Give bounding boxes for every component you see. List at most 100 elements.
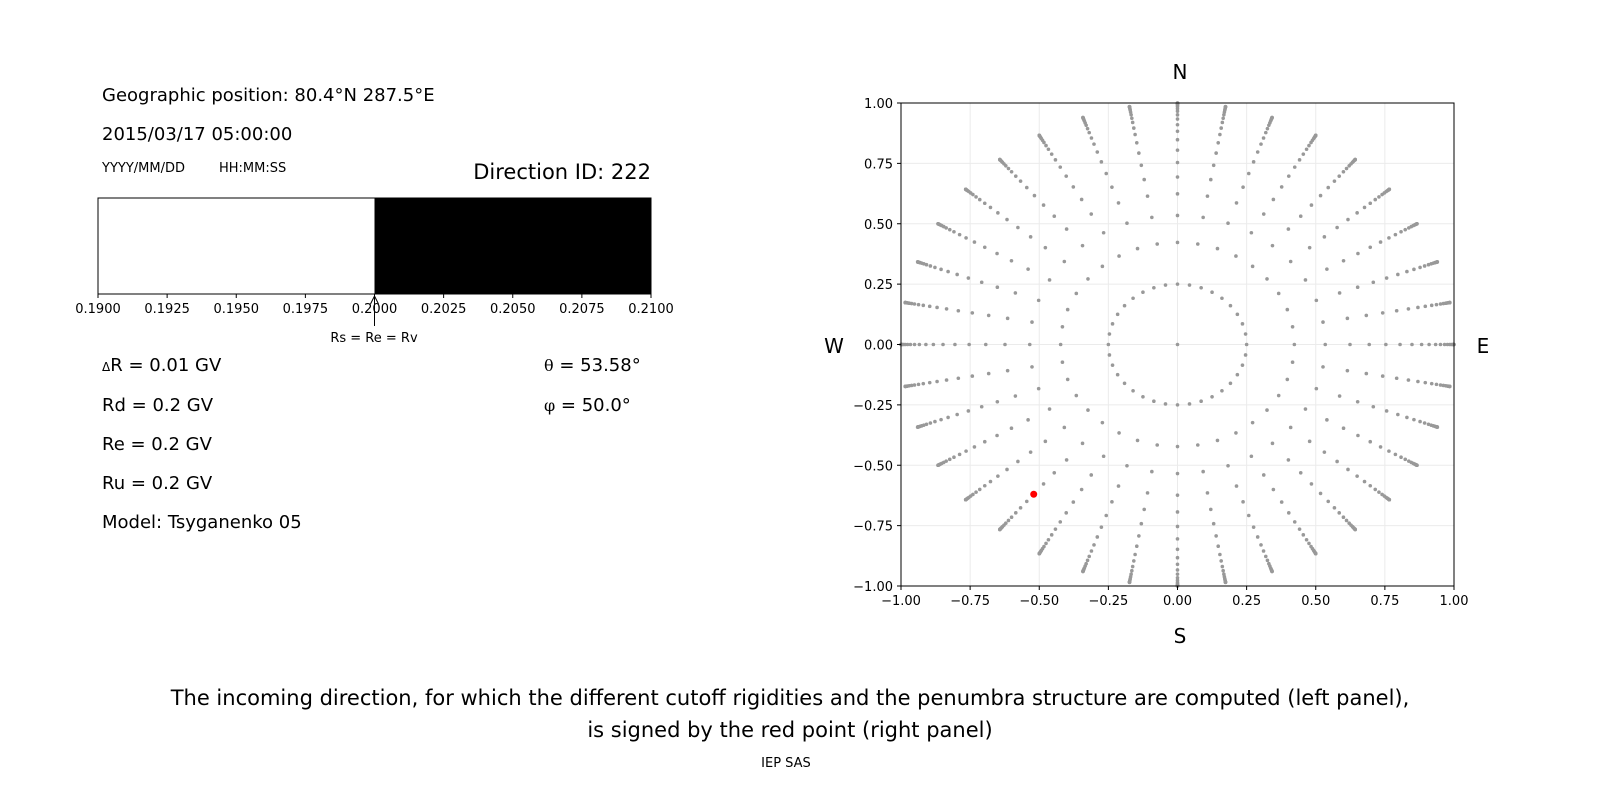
grid-point [1364, 371, 1369, 376]
grid-point [1208, 177, 1213, 182]
grid-point [1223, 580, 1228, 585]
grid-point [939, 417, 943, 422]
grid-point [1127, 580, 1132, 585]
grid-point [986, 313, 991, 318]
grid-point [995, 285, 1000, 290]
grid-point [1373, 487, 1378, 492]
grid-point [967, 342, 971, 347]
grid-point [1259, 543, 1263, 547]
grid-point [1155, 443, 1160, 447]
sky-ytick-label: 1.00 [864, 97, 893, 112]
time-format: HH:MM:SS [219, 161, 287, 176]
grid-point [1107, 353, 1112, 357]
compass-south: S [1174, 624, 1187, 648]
grid-point [1026, 418, 1030, 422]
grid-point [1110, 500, 1114, 504]
grid-point [1044, 143, 1048, 148]
grid-point [1447, 384, 1452, 389]
annotation-arrowhead [370, 294, 379, 305]
grid-point [1175, 403, 1180, 407]
grid-point [1298, 470, 1303, 475]
grid-point [1399, 455, 1403, 460]
grid-point [1134, 141, 1139, 145]
sky-ytick-label: −0.50 [853, 459, 893, 474]
grid-point [1175, 148, 1180, 152]
sky-xtick-label: 0.50 [1301, 594, 1330, 609]
grid-point [939, 267, 943, 272]
footer: IEP SAS [761, 756, 811, 771]
grid-point [936, 221, 940, 226]
grid-point [1427, 342, 1431, 347]
grid-point [1433, 342, 1438, 347]
grid-point [1163, 283, 1168, 287]
grid-point [1290, 324, 1295, 329]
grid-point [1261, 549, 1266, 553]
grid-point [1335, 459, 1339, 464]
grid-point [963, 497, 968, 502]
grid-point [1241, 185, 1245, 189]
grid-point [1313, 551, 1318, 556]
grid-point [1009, 515, 1014, 520]
grid-point [947, 227, 952, 232]
grid-point [1263, 130, 1268, 135]
grid-point [1221, 116, 1225, 121]
grid-point [1100, 420, 1105, 425]
grid-point [1405, 269, 1409, 274]
grid-point [974, 490, 978, 494]
grid-point [1005, 316, 1010, 321]
grid-point [1137, 534, 1141, 538]
grid-point [1419, 342, 1424, 347]
grid-point [1271, 197, 1276, 202]
grid-point [1013, 291, 1018, 295]
grid-point [972, 240, 977, 244]
grid-point [1201, 215, 1205, 220]
grid-point [1263, 554, 1268, 559]
grid-point [982, 245, 987, 250]
grid-point [995, 399, 1000, 404]
grid-point [1142, 177, 1147, 182]
grid-point [1044, 541, 1048, 546]
grid-point [1261, 136, 1266, 140]
grid-point [912, 342, 917, 347]
grid-point [912, 302, 917, 306]
grid-point [1251, 160, 1256, 164]
grid-point [1199, 399, 1203, 404]
grid-point [1270, 115, 1274, 120]
grid-point [1406, 307, 1411, 311]
grid-point [1259, 142, 1263, 146]
theta-value: = 53.58° [553, 355, 641, 376]
grid-point [946, 269, 950, 274]
grid-point [1013, 394, 1018, 398]
grid-point [1423, 304, 1428, 309]
grid-point [1337, 511, 1342, 515]
delta-symbol: Δ [102, 360, 111, 374]
grid-point [1116, 484, 1121, 488]
grid-point [1368, 245, 1373, 250]
grid-point [1240, 363, 1245, 367]
grid-point [1060, 360, 1065, 365]
grid-point [1052, 214, 1057, 219]
grid-point [1279, 500, 1284, 504]
grid-point [1065, 377, 1070, 382]
grid-point [1313, 133, 1318, 138]
grid-point [1314, 298, 1319, 303]
grid-point [1104, 513, 1109, 518]
grid-point [1175, 137, 1180, 142]
grid-point [1064, 174, 1069, 178]
grid-point [1175, 113, 1180, 117]
grid-point [1271, 487, 1276, 492]
grid-point [1074, 393, 1079, 398]
grid-point [1243, 353, 1248, 357]
grid-point [1377, 195, 1381, 199]
grid-point [1175, 555, 1180, 560]
grid-point [1107, 332, 1112, 336]
grid-point [1013, 174, 1018, 178]
grid-point [936, 463, 940, 468]
grid-point [1423, 380, 1428, 385]
grid-point [1187, 402, 1192, 406]
grid-point [982, 201, 987, 206]
grid-point [970, 311, 975, 315]
grid-point [1155, 242, 1160, 246]
grid-point [1099, 525, 1104, 529]
grid-point [1250, 420, 1255, 425]
